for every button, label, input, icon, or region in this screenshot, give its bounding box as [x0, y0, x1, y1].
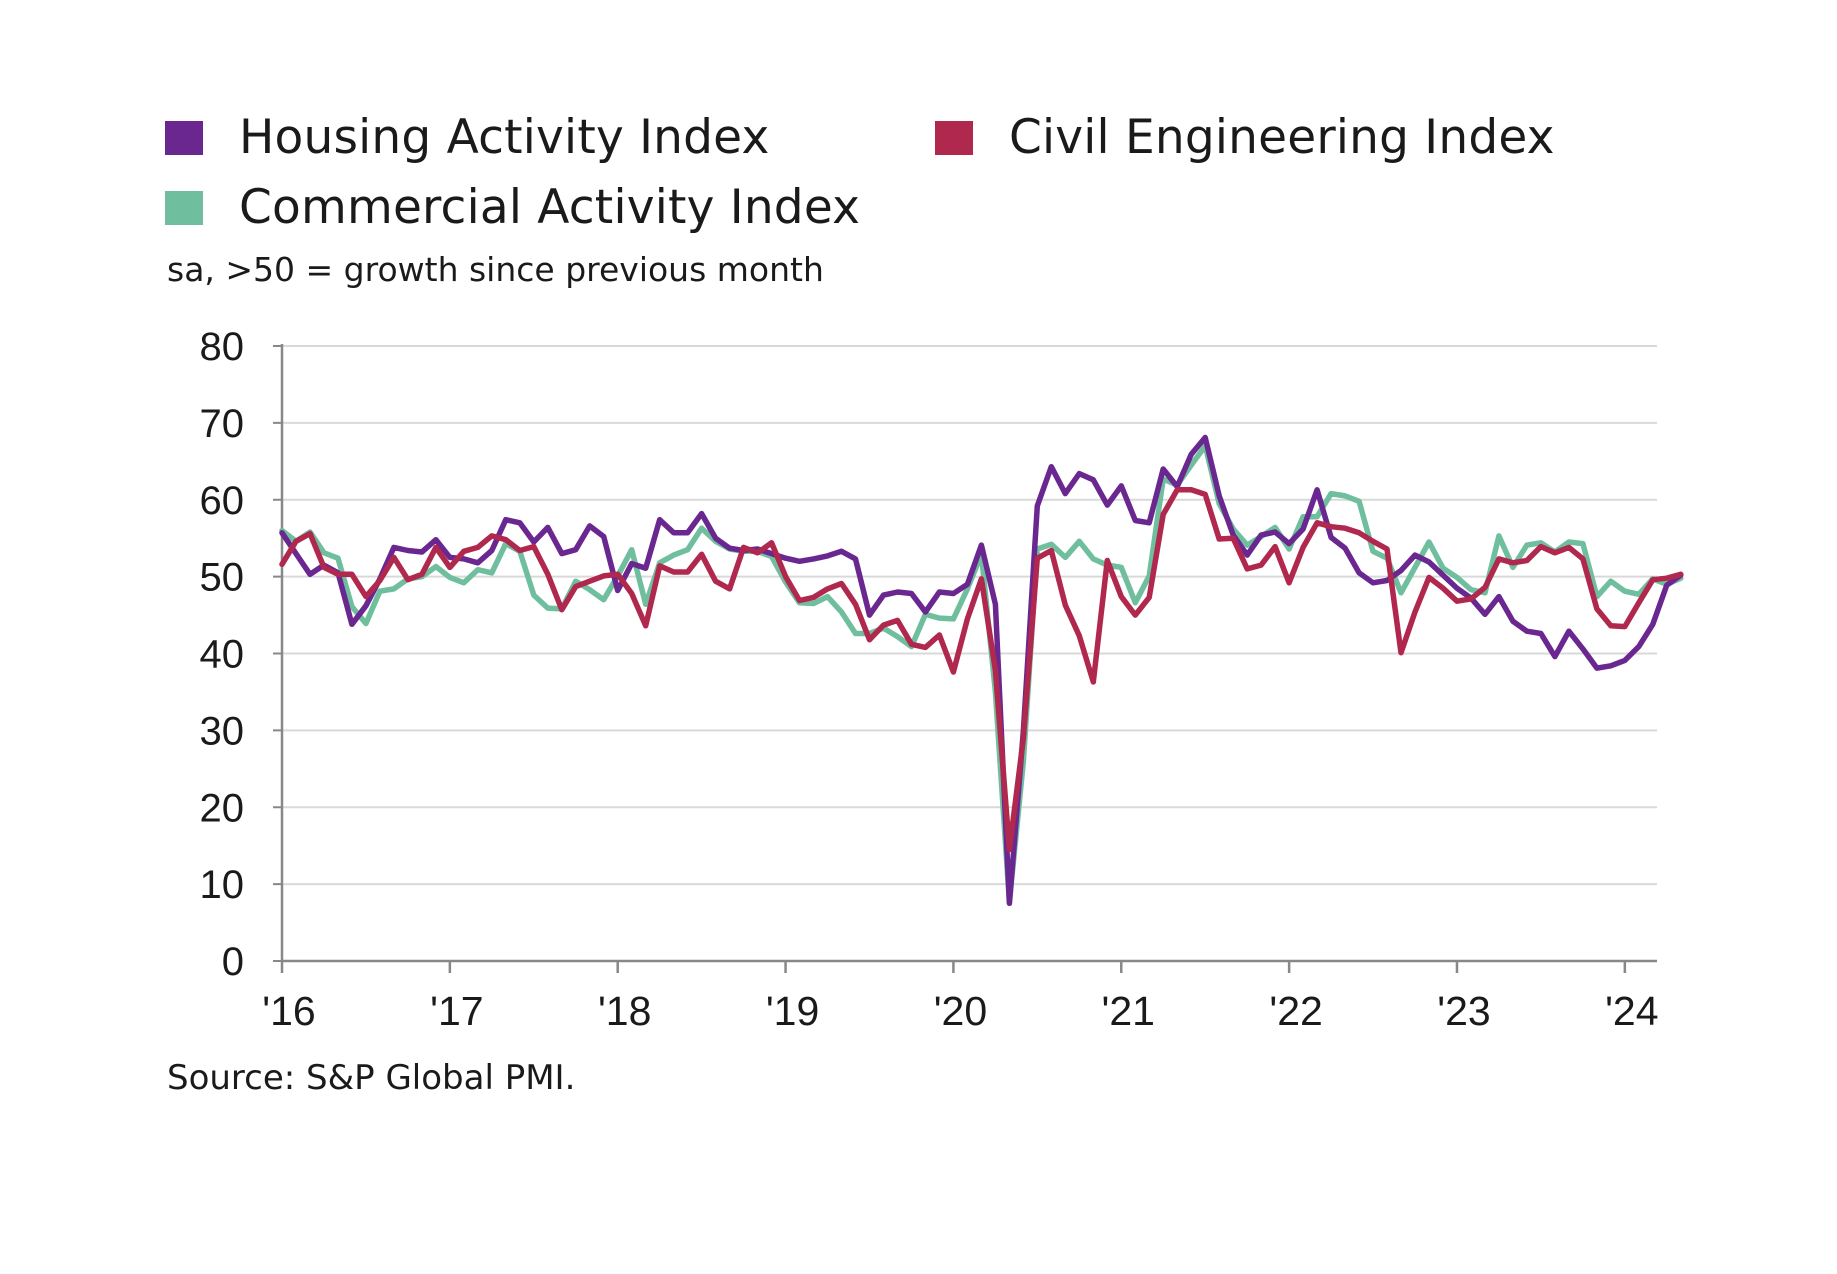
x-tick-label-1: '17: [430, 988, 483, 1034]
y-tick-label-60: 60: [200, 479, 245, 523]
y-tick-label-50: 50: [200, 556, 245, 600]
legend-label-commercial: Commercial Activity Index: [239, 180, 861, 235]
legend: Housing Activity Index Civil Engineering…: [165, 110, 1665, 240]
series-line-housing-activity-index: [279, 434, 1684, 907]
x-tick-label-3: '19: [766, 988, 819, 1034]
legend-swatch-commercial: [165, 191, 203, 225]
legend-item-housing: Housing Activity Index: [165, 110, 770, 166]
y-tick-label-70: 70: [200, 402, 245, 446]
x-tick-label-8: '24: [1605, 988, 1658, 1034]
x-tick-label-0: '16: [262, 988, 315, 1034]
y-tick-label-30: 30: [200, 709, 245, 753]
y-tick-label-0: 0: [222, 940, 244, 984]
x-tick-label-2: '18: [598, 988, 651, 1034]
legend-swatch-housing: [165, 121, 203, 155]
x-tick-label-7: '23: [1437, 988, 1490, 1034]
x-tick-label-6: '22: [1269, 988, 1322, 1034]
y-tick-label-10: 10: [200, 863, 245, 907]
y-tick-label-80: 80: [200, 325, 245, 369]
legend-item-civil: Civil Engineering Index: [935, 110, 1555, 166]
series-line-civil-engineering-index: [279, 487, 1684, 853]
legend-swatch-civil: [935, 121, 973, 155]
y-tick-label-40: 40: [200, 633, 245, 677]
legend-label-housing: Housing Activity Index: [239, 110, 770, 165]
chart-subtitle: sa, >50 = growth since previous month: [167, 250, 824, 289]
legend-label-civil: Civil Engineering Index: [1009, 110, 1555, 165]
source-note: Source: S&P Global PMI.: [167, 1058, 576, 1098]
legend-item-commercial: Commercial Activity Index: [165, 180, 860, 236]
x-tick-label-4: '20: [934, 988, 987, 1034]
series-line-commercial-activity-index: [279, 443, 1684, 906]
y-tick-label-20: 20: [200, 786, 245, 830]
x-tick-label-5: '21: [1102, 988, 1155, 1034]
